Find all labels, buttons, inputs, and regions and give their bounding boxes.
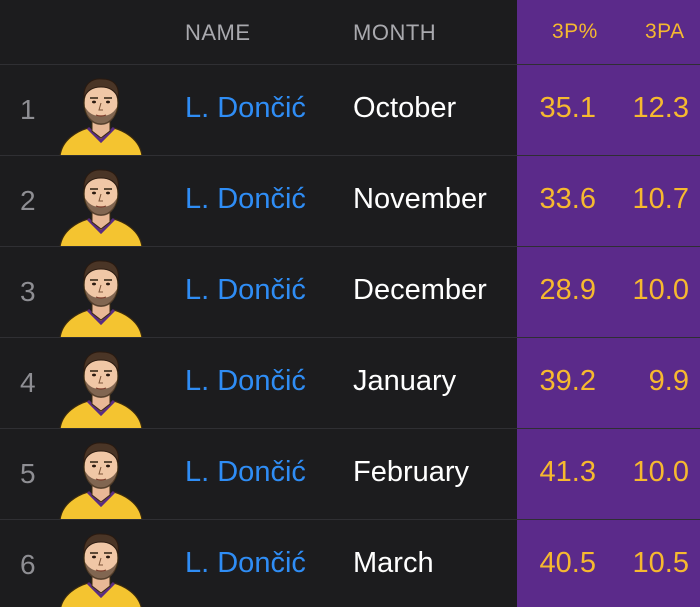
header-month[interactable]: MONTH	[353, 20, 437, 45]
month-label: October	[353, 92, 457, 124]
rank-number: 4	[20, 367, 36, 398]
rank-number: 2	[20, 185, 36, 216]
table-row[interactable]: 3 L. Dončić December 28.9 10.0	[0, 246, 700, 338]
three-pt-att-value: 10.5	[632, 547, 689, 579]
player-headshot-icon	[58, 168, 144, 247]
table-row[interactable]: 6 L. Dončić March 40.5 10.5	[0, 519, 700, 607]
rank-number: 1	[20, 94, 36, 125]
player-name-link[interactable]: L. Dončić	[185, 456, 306, 488]
three-pt-att-value: 10.0	[632, 274, 689, 306]
player-headshot-icon	[58, 259, 144, 338]
three-pt-pct-value: 35.1	[539, 92, 596, 124]
player-name-link[interactable]: L. Dončić	[185, 183, 306, 215]
month-label: December	[353, 274, 487, 306]
rank-number: 5	[20, 458, 36, 489]
table-row[interactable]: 1 L. Dončić October 35.1 12.3	[0, 64, 700, 156]
month-label: January	[353, 365, 457, 397]
header-3p-pct[interactable]: 3P%	[552, 20, 598, 43]
player-name-link[interactable]: L. Dončić	[185, 547, 306, 579]
player-name-link[interactable]: L. Dončić	[185, 365, 306, 397]
table-header: NAME MONTH 3P% 3PA	[0, 0, 700, 64]
player-name-link[interactable]: L. Dončić	[185, 92, 306, 124]
stat-column-highlight	[517, 0, 700, 607]
header-3pa[interactable]: 3PA	[645, 20, 685, 43]
month-label: March	[353, 547, 434, 579]
rank-number: 3	[20, 276, 36, 307]
month-label: February	[353, 456, 470, 488]
player-headshot-icon	[58, 77, 144, 156]
three-pt-att-value: 9.9	[648, 365, 689, 397]
three-pt-att-value: 10.0	[632, 456, 689, 488]
month-label: November	[353, 183, 487, 215]
rank-number: 6	[20, 549, 36, 580]
three-pt-pct-value: 39.2	[539, 365, 596, 397]
three-pt-pct-value: 41.3	[539, 456, 596, 488]
three-pt-pct-value: 28.9	[539, 274, 596, 306]
three-pt-att-value: 10.7	[632, 183, 689, 215]
table-row[interactable]: 2 L. Dončić November 33.6 10.7	[0, 155, 700, 247]
player-headshot-icon	[58, 532, 144, 607]
table-row[interactable]: 4 L. Dončić January 39.2 9.9	[0, 337, 700, 429]
player-headshot-icon	[58, 350, 144, 429]
player-headshot-icon	[58, 441, 144, 520]
three-pt-att-value: 12.3	[632, 92, 689, 124]
three-pt-pct-value: 40.5	[539, 547, 596, 579]
player-name-link[interactable]: L. Dončić	[185, 274, 306, 306]
table-row[interactable]: 5 L. Dončić February 41.3 10.0	[0, 428, 700, 520]
header-name[interactable]: NAME	[185, 20, 251, 45]
three-pt-pct-value: 33.6	[539, 183, 596, 215]
